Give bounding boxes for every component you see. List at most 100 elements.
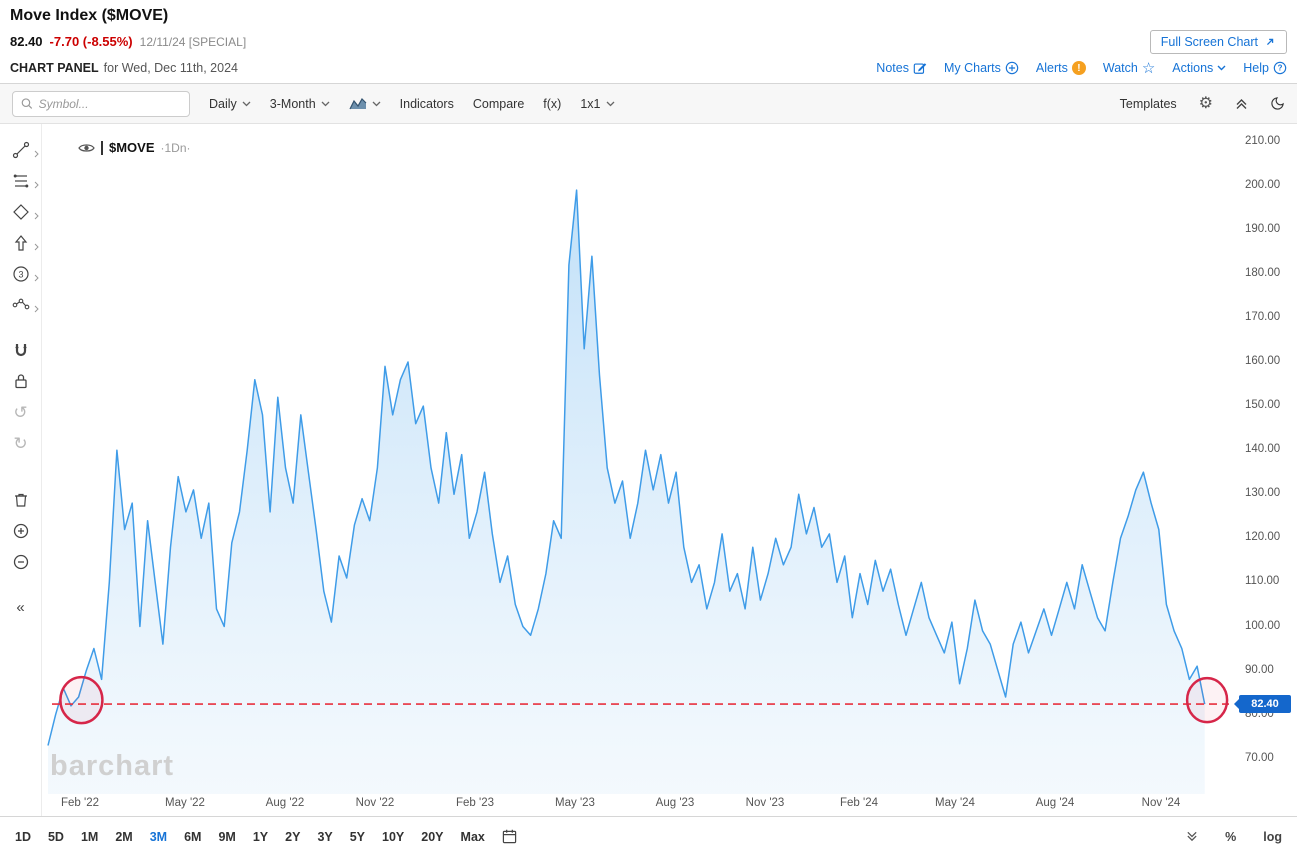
arrow-tool-button[interactable]: [7, 231, 39, 255]
search-icon: [21, 98, 33, 109]
header-links: Notes My Charts Alerts ! Watch ☆ Actions…: [876, 61, 1287, 76]
range-button-2y[interactable]: 2Y: [285, 829, 301, 844]
symbol-search-input[interactable]: [38, 96, 181, 111]
range-button-1d[interactable]: 1D: [15, 829, 31, 844]
range-button-10y[interactable]: 10Y: [382, 829, 405, 844]
x-axis-label: May '22: [165, 797, 205, 809]
chevron-down-icon: [606, 101, 614, 106]
fx-button[interactable]: f(x): [543, 97, 561, 111]
trendline-tool-button[interactable]: [7, 138, 39, 162]
price-area-series: [48, 190, 1205, 794]
barchart-watermark: barchart: [50, 750, 175, 782]
x-axis-label: Nov '22: [355, 797, 395, 809]
legend-series-bar: [101, 140, 103, 155]
range-button-1y[interactable]: 1Y: [252, 829, 269, 844]
y-axis-label: 140.00: [1245, 443, 1281, 455]
delete-drawings-button[interactable]: [7, 488, 35, 512]
eye-visibility-icon[interactable]: [78, 142, 95, 154]
chart-panel-bar: CHART PANEL for Wed, Dec 11th, 2024 Note…: [0, 53, 1297, 84]
grid-layout-dropdown[interactable]: 1x1: [580, 97, 614, 111]
chart-region: $MOVE ·1Dn· barchart 82.40 210.00 200.00 1…: [42, 124, 1297, 816]
log-scale-button[interactable]: log: [1263, 829, 1282, 844]
zoom-in-icon: [13, 523, 28, 539]
chart-plot-area[interactable]: [42, 124, 1237, 794]
chart-type-dropdown[interactable]: [349, 97, 381, 110]
range-dropdown[interactable]: 3-Month: [270, 97, 330, 111]
lock-icon: [14, 374, 27, 389]
range-button-9m[interactable]: 9M: [218, 829, 236, 844]
page-title: Move Index ($MOVE): [10, 7, 169, 24]
alerts-link[interactable]: Alerts !: [1036, 61, 1086, 75]
svg-text:?: ?: [1278, 64, 1283, 73]
x-axis[interactable]: Feb '22 May '22 Aug '22 Nov '22 Feb '23 May '…: [42, 794, 1237, 816]
annotation-circle-end[interactable]: [1185, 676, 1229, 724]
frequency-dropdown[interactable]: Daily: [209, 97, 251, 111]
range-button-6m[interactable]: 6M: [184, 829, 202, 844]
price-row: 82.40 -7.70 (-8.55%) 12/11/24 [SPECIAL] …: [0, 27, 1297, 54]
lock-drawings-button[interactable]: [7, 369, 35, 393]
wave-count-tool-button[interactable]: 3: [7, 262, 39, 286]
watch-link[interactable]: Watch ☆: [1103, 61, 1155, 76]
indicators-button[interactable]: Indicators: [400, 97, 454, 111]
y-axis-label: 200.00: [1245, 179, 1281, 191]
page-header: Move Index ($MOVE): [0, 0, 1297, 27]
full-screen-chart-label: Full Screen Chart: [1160, 34, 1258, 49]
expand-tool-icon: [34, 274, 39, 282]
range-button-5y[interactable]: 5Y: [349, 829, 366, 844]
range-bottom-bar: 1D 5D 1M 2M 3M 6M 9M 1Y 2Y 3Y 5Y 10Y 20Y Max % log: [0, 816, 1297, 856]
range-button-5d[interactable]: 5D: [47, 829, 64, 844]
double-chevron-left-icon: «: [16, 598, 25, 616]
settings-gear-icon[interactable]: ⚙: [1198, 94, 1213, 112]
help-circle-icon: ?: [1273, 61, 1287, 75]
last-price-badge: 82.40: [1234, 695, 1291, 713]
collapse-panel-up-icon[interactable]: [1235, 98, 1248, 110]
range-button-1m[interactable]: 1M: [80, 829, 99, 844]
range-button-3y[interactable]: 3Y: [317, 829, 333, 844]
series-legend: $MOVE ·1Dn·: [78, 140, 191, 155]
zoom-in-button[interactable]: [7, 519, 35, 543]
magnet-tool-button[interactable]: [7, 338, 35, 362]
x-axis-label: Feb '23: [456, 797, 494, 809]
full-screen-chart-button[interactable]: Full Screen Chart: [1149, 29, 1287, 54]
percent-scale-button[interactable]: %: [1225, 829, 1237, 844]
x-axis-label: Aug '23: [655, 797, 695, 809]
compare-button[interactable]: Compare: [473, 97, 524, 111]
pattern-tool-button[interactable]: [7, 293, 39, 317]
annotation-circle-start[interactable]: [59, 675, 104, 725]
actions-menu[interactable]: Actions: [1172, 61, 1226, 75]
range-button-max[interactable]: Max: [460, 829, 485, 844]
y-axis[interactable]: 82.40 210.00 200.00 190.00 180.00 170.00 160.…: [1234, 124, 1297, 794]
custom-date-range-button[interactable]: [502, 829, 517, 844]
notes-link[interactable]: Notes: [876, 61, 927, 75]
undo-button[interactable]: ↺: [7, 400, 35, 424]
range-button-2m[interactable]: 2M: [115, 829, 133, 844]
dark-mode-moon-icon[interactable]: [1270, 96, 1285, 111]
range-button-3m[interactable]: 3M: [149, 829, 168, 844]
range-label: 3-Month: [269, 96, 316, 111]
circle-plus-icon: [1005, 61, 1019, 75]
symbol-search-box[interactable]: [12, 90, 190, 117]
collapse-panel-down-icon[interactable]: [1186, 830, 1198, 843]
zoom-out-icon: [13, 554, 28, 570]
templates-button[interactable]: Templates: [1120, 97, 1177, 111]
zoom-out-button[interactable]: [7, 550, 35, 574]
area-chart-type-icon: [349, 98, 367, 110]
chart-panel-date: for Wed, Dec 11th, 2024: [103, 61, 238, 75]
x-axis-label: Nov '23: [745, 797, 785, 809]
help-link[interactable]: Help ?: [1243, 61, 1287, 75]
my-charts-link[interactable]: My Charts: [944, 61, 1019, 75]
range-button-20y[interactable]: 20Y: [421, 829, 444, 844]
x-axis-label: May '23: [555, 797, 595, 809]
shapes-tool-button[interactable]: [7, 200, 39, 224]
collapse-sidebar-button[interactable]: «: [7, 595, 35, 619]
redo-button[interactable]: ↻: [7, 431, 35, 455]
fibonacci-tool-button[interactable]: [7, 169, 39, 193]
chevron-down-icon: [1217, 65, 1226, 71]
external-link-icon: [1266, 38, 1274, 45]
price-change: -7.70 (-8.55%): [49, 34, 133, 49]
y-axis-label: 210.00: [1245, 135, 1281, 147]
y-axis-label: 160.00: [1245, 355, 1281, 367]
chart-main: 3 ↺ ↻: [0, 124, 1297, 816]
x-axis-label: Aug '24: [1035, 797, 1075, 809]
watch-label: Watch: [1102, 61, 1138, 75]
